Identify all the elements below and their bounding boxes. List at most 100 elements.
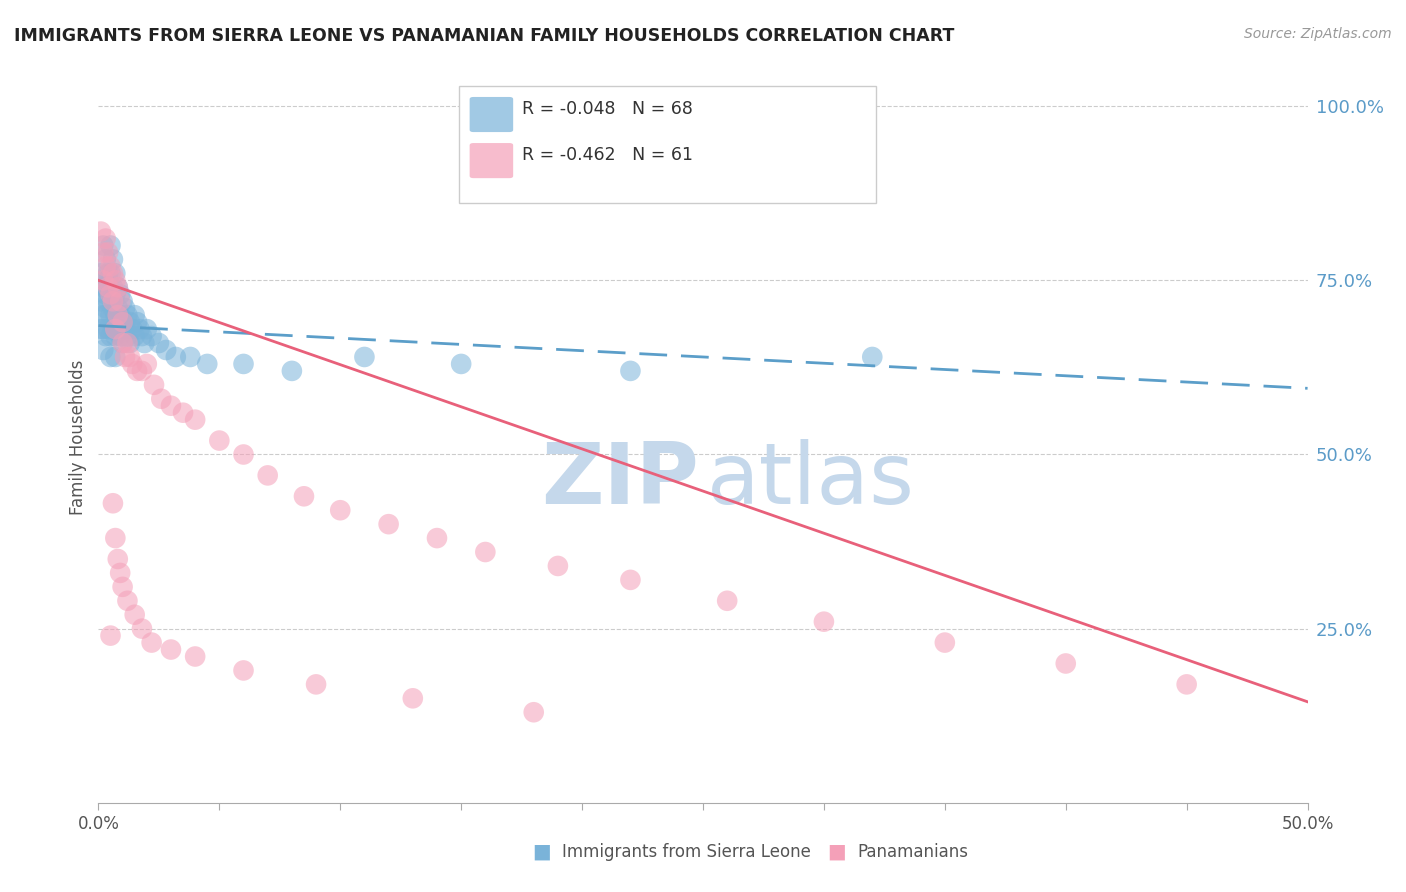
Point: [104, 531, 127, 545]
Point: [90, 225, 112, 239]
Point: [91, 308, 114, 322]
Point: [100, 329, 122, 343]
Point: [91, 245, 114, 260]
Point: [143, 377, 166, 392]
Point: [117, 594, 139, 608]
Point: [160, 399, 183, 413]
Text: IMMIGRANTS FROM SIERRA LEONE VS PANAMANIAN FAMILY HOUSEHOLDS CORRELATION CHART: IMMIGRANTS FROM SIERRA LEONE VS PANAMANI…: [14, 27, 955, 45]
Point: [377, 517, 399, 532]
Point: [172, 406, 194, 420]
Point: [121, 322, 143, 336]
Point: [101, 322, 124, 336]
Point: [94, 252, 117, 267]
Point: [94, 287, 117, 301]
Point: [107, 322, 129, 336]
Point: [155, 343, 177, 357]
Point: [100, 629, 122, 643]
Point: [100, 350, 122, 364]
Point: [117, 329, 139, 343]
Point: [97, 280, 120, 294]
Point: [111, 315, 134, 329]
Text: Immigrants from Sierra Leone: Immigrants from Sierra Leone: [562, 843, 811, 861]
Point: [402, 691, 425, 706]
Point: [104, 322, 127, 336]
Point: [101, 301, 124, 316]
Point: [292, 489, 315, 503]
Point: [232, 664, 254, 678]
Point: [141, 635, 163, 649]
Point: [150, 392, 173, 406]
Point: [160, 642, 183, 657]
Point: [104, 329, 127, 343]
Point: [97, 322, 120, 336]
Point: [184, 412, 207, 426]
Point: [124, 308, 146, 322]
Point: [100, 260, 122, 274]
Point: [141, 329, 163, 343]
Point: [118, 336, 141, 351]
Point: [108, 329, 131, 343]
Point: [860, 350, 883, 364]
Text: ZIP: ZIP: [541, 440, 699, 523]
Point: [111, 315, 134, 329]
Point: [131, 622, 153, 636]
Point: [94, 231, 117, 245]
Point: [94, 308, 117, 322]
Point: [305, 677, 328, 691]
Point: [101, 266, 124, 280]
Point: [256, 468, 278, 483]
Point: [91, 322, 114, 336]
Point: [101, 280, 124, 294]
Point: [101, 496, 124, 510]
Point: [134, 336, 156, 351]
Point: [619, 573, 641, 587]
Point: [124, 607, 146, 622]
Point: [117, 308, 139, 322]
Point: [934, 635, 956, 649]
Point: [426, 531, 449, 545]
Point: [94, 280, 117, 294]
Point: [135, 322, 157, 336]
Point: [329, 503, 352, 517]
Point: [97, 245, 120, 260]
Point: [547, 558, 569, 573]
Text: Panamanians: Panamanians: [858, 843, 969, 861]
Point: [1175, 677, 1198, 691]
Point: [353, 350, 375, 364]
Point: [114, 301, 136, 316]
Point: [281, 364, 304, 378]
Point: [523, 705, 546, 719]
Point: [127, 364, 149, 378]
Point: [179, 350, 201, 364]
Point: [232, 357, 254, 371]
Point: [101, 252, 124, 267]
Point: [94, 329, 117, 343]
Point: [94, 260, 117, 274]
Point: [131, 364, 153, 378]
Point: [118, 350, 141, 364]
Point: [91, 280, 114, 294]
Point: [131, 329, 153, 343]
FancyBboxPatch shape: [470, 97, 513, 132]
Point: [100, 238, 122, 252]
Point: [121, 357, 143, 371]
Point: [619, 364, 641, 378]
Point: [100, 308, 122, 322]
Point: [118, 315, 141, 329]
Point: [104, 350, 127, 364]
Point: [91, 273, 114, 287]
Point: [184, 649, 207, 664]
Point: [97, 273, 120, 287]
Point: [104, 287, 127, 301]
Point: [107, 280, 129, 294]
Point: [107, 552, 129, 566]
Y-axis label: Family Households: Family Households: [69, 359, 87, 515]
Point: [107, 301, 129, 316]
Point: [135, 357, 157, 371]
Point: [114, 350, 136, 364]
Point: [124, 329, 146, 343]
Point: [107, 280, 129, 294]
Point: [97, 266, 120, 280]
Point: [107, 308, 129, 322]
Point: [1054, 657, 1077, 671]
